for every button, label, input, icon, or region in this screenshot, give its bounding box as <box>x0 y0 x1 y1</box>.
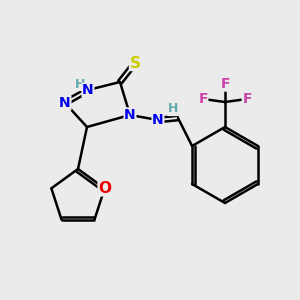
Text: S: S <box>130 56 140 70</box>
Text: O: O <box>98 181 111 196</box>
Text: F: F <box>242 92 252 106</box>
Text: N: N <box>152 113 164 127</box>
Text: N: N <box>82 83 94 97</box>
Text: H: H <box>168 103 178 116</box>
Text: F: F <box>220 77 230 91</box>
Text: N: N <box>124 108 136 122</box>
Text: F: F <box>198 92 208 106</box>
Text: N: N <box>59 96 71 110</box>
Text: H: H <box>75 77 85 91</box>
